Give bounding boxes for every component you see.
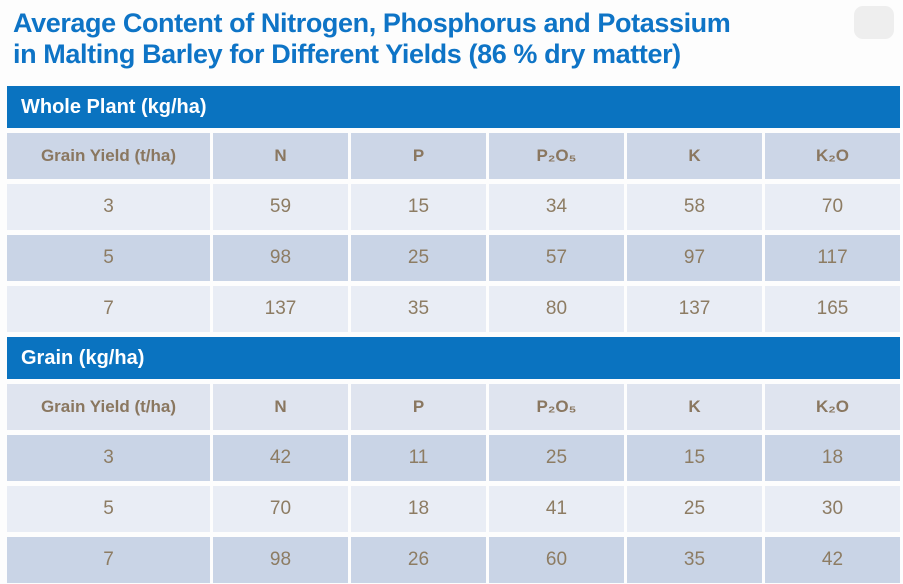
nutrient-content-table: Whole Plant (kg/ha) Grain Yield (t/ha) N… — [7, 86, 900, 584]
table-row-grain-yield-7: 7 98 26 60 35 42 — [7, 537, 900, 583]
column-header-p2o5: P₂O₅ — [489, 133, 624, 179]
column-header-row-grain: Grain Yield (t/ha) N P P₂O₅ K K₂O — [7, 384, 900, 430]
column-header-grain-yield: Grain Yield (t/ha) — [7, 133, 210, 179]
slide-title-line1: Average Content of Nitrogen, Phosphorus … — [13, 8, 731, 38]
table-cell: 25 — [351, 235, 486, 281]
column-header-p2o5: P₂O₅ — [489, 384, 624, 430]
column-header-n: N — [213, 384, 348, 430]
table-cell: 30 — [765, 486, 900, 532]
table-cell: 117 — [765, 235, 900, 281]
table-cell: 98 — [213, 235, 348, 281]
table-cell: 5 — [7, 235, 210, 281]
table-cell: 35 — [351, 286, 486, 332]
column-header-k2o: K₂O — [765, 384, 900, 430]
table-cell: 35 — [627, 537, 762, 583]
table-cell: 3 — [7, 435, 210, 481]
column-header-k2o: K₂O — [765, 133, 900, 179]
table-row-whole-plant-yield-3: 3 59 15 34 58 70 — [7, 184, 900, 230]
table-row-grain-yield-5: 5 70 18 41 25 30 — [7, 486, 900, 532]
section-header-grain: Grain (kg/ha) — [7, 337, 900, 379]
table-cell: 57 — [489, 235, 624, 281]
watermark-blob — [854, 6, 894, 39]
table-cell: 18 — [765, 435, 900, 481]
table-cell: 70 — [213, 486, 348, 532]
column-header-p: P — [351, 384, 486, 430]
table-cell: 15 — [627, 435, 762, 481]
column-header-k: K — [627, 133, 762, 179]
table-cell: 137 — [627, 286, 762, 332]
table-cell: 25 — [489, 435, 624, 481]
table-cell: 18 — [351, 486, 486, 532]
table-cell: 70 — [765, 184, 900, 230]
column-header-n: N — [213, 133, 348, 179]
table-cell: 34 — [489, 184, 624, 230]
column-header-grain-yield: Grain Yield (t/ha) — [7, 384, 210, 430]
column-header-row-whole-plant: Grain Yield (t/ha) N P P₂O₅ K K₂O — [7, 133, 900, 179]
table-cell: 42 — [765, 537, 900, 583]
table-row-grain-yield-3: 3 42 11 25 15 18 — [7, 435, 900, 481]
table-cell: 60 — [489, 537, 624, 583]
slide-title: Average Content of Nitrogen, Phosphorus … — [13, 8, 731, 70]
table-row-whole-plant-yield-5: 5 98 25 57 97 117 — [7, 235, 900, 281]
slide-title-line2: in Malting Barley for Different Yields (… — [13, 39, 681, 69]
table-cell: 15 — [351, 184, 486, 230]
table-cell: 7 — [7, 537, 210, 583]
table-cell: 7 — [7, 286, 210, 332]
table-cell: 42 — [213, 435, 348, 481]
table-cell: 25 — [627, 486, 762, 532]
table-cell: 5 — [7, 486, 210, 532]
table-cell: 137 — [213, 286, 348, 332]
column-header-k: K — [627, 384, 762, 430]
table-cell: 165 — [765, 286, 900, 332]
table-cell: 98 — [213, 537, 348, 583]
table-cell: 59 — [213, 184, 348, 230]
table-cell: 3 — [7, 184, 210, 230]
table-cell: 97 — [627, 235, 762, 281]
table-cell: 58 — [627, 184, 762, 230]
table-cell: 41 — [489, 486, 624, 532]
table-row-whole-plant-yield-7: 7 137 35 80 137 165 — [7, 286, 900, 332]
column-header-p: P — [351, 133, 486, 179]
table-cell: 80 — [489, 286, 624, 332]
table-cell: 26 — [351, 537, 486, 583]
section-header-whole-plant: Whole Plant (kg/ha) — [7, 86, 900, 128]
table-cell: 11 — [351, 435, 486, 481]
